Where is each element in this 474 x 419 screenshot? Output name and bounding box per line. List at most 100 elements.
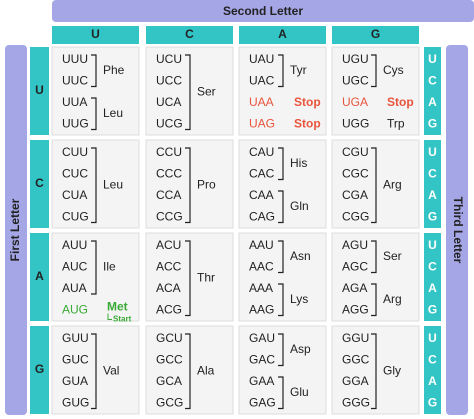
first-letter: A bbox=[35, 269, 44, 283]
codon: CGC bbox=[342, 167, 369, 181]
codon: ACC bbox=[156, 260, 182, 274]
codon: CAC bbox=[249, 167, 275, 181]
first-letter: C bbox=[35, 176, 44, 190]
column-letter: U bbox=[91, 27, 100, 41]
amino-acid: Asp bbox=[290, 342, 311, 356]
third-letter: U bbox=[428, 52, 437, 66]
codon: AAG bbox=[249, 303, 274, 317]
third-letter: A bbox=[428, 281, 437, 295]
amino-acid: Arg bbox=[383, 177, 402, 191]
third-letter: G bbox=[428, 396, 437, 410]
codon: UGA bbox=[342, 95, 368, 109]
codon: AAU bbox=[249, 238, 274, 252]
third-letter: C bbox=[428, 260, 437, 274]
codon: CCC bbox=[156, 167, 182, 181]
codon: GCG bbox=[156, 396, 183, 410]
codon: GCU bbox=[156, 331, 183, 345]
amino-acid: Thr bbox=[197, 270, 215, 284]
bracket bbox=[278, 54, 284, 88]
bracket bbox=[185, 147, 191, 224]
third-letter-cell bbox=[424, 47, 441, 135]
codon: CGU bbox=[342, 145, 369, 159]
third-letter-title: Third Letter bbox=[451, 197, 465, 264]
amino-acid: Met bbox=[107, 300, 128, 314]
codon: UCA bbox=[156, 95, 181, 109]
third-letter: G bbox=[428, 210, 437, 224]
amino-acid: Lys bbox=[290, 292, 308, 306]
column-header bbox=[146, 26, 233, 44]
third-letter: A bbox=[428, 374, 437, 388]
codon: CAG bbox=[249, 210, 275, 224]
codon: CAA bbox=[249, 188, 274, 202]
cell bbox=[238, 46, 327, 136]
codon: GAU bbox=[249, 331, 275, 345]
bracket bbox=[371, 54, 377, 88]
codon: UAU bbox=[249, 52, 274, 66]
amino-acid: Arg bbox=[383, 292, 402, 306]
codon: CUC bbox=[62, 167, 88, 181]
codon: UGG bbox=[342, 117, 369, 131]
third-letter: G bbox=[428, 303, 437, 317]
third-letter: U bbox=[428, 238, 437, 252]
column-header bbox=[332, 26, 419, 44]
codon: UAG bbox=[249, 117, 275, 131]
second-letter-bar bbox=[52, 0, 474, 22]
amino-acid: Ile bbox=[103, 260, 116, 274]
amino-acid: Val bbox=[103, 363, 119, 377]
amino-acid: Pro bbox=[197, 177, 216, 191]
amino-acid: Cys bbox=[383, 63, 404, 77]
third-letter: U bbox=[428, 145, 437, 159]
third-letter: C bbox=[428, 167, 437, 181]
third-letter: U bbox=[428, 331, 437, 345]
codon: CAU bbox=[249, 145, 274, 159]
codon: UCU bbox=[156, 52, 182, 66]
codon: UAC bbox=[249, 74, 275, 88]
first-letter-cell bbox=[30, 233, 49, 321]
third-letter: A bbox=[428, 95, 437, 109]
codon: AAC bbox=[249, 260, 274, 274]
codon: AGU bbox=[342, 238, 368, 252]
codon: GAG bbox=[249, 396, 276, 410]
codon: ACA bbox=[156, 281, 181, 295]
codon: UGC bbox=[342, 74, 369, 88]
codon: AUC bbox=[62, 260, 88, 274]
amino-acid: Leu bbox=[103, 177, 123, 191]
codon: GAC bbox=[249, 353, 275, 367]
codon: CUA bbox=[62, 188, 87, 202]
sublabel: Start bbox=[113, 315, 132, 324]
codon: CCG bbox=[156, 210, 183, 224]
third-letter-cell bbox=[424, 326, 441, 414]
third-letter: G bbox=[428, 117, 437, 131]
codon: GCC bbox=[156, 353, 183, 367]
codon: GUU bbox=[62, 331, 89, 345]
bracket bbox=[371, 283, 377, 317]
bracket bbox=[91, 54, 97, 88]
codon: ACU bbox=[156, 238, 181, 252]
second-letter-title: Second Letter bbox=[223, 4, 303, 18]
codon: AGC bbox=[342, 260, 368, 274]
amino-acid: Gln bbox=[290, 199, 309, 213]
start-mark bbox=[107, 313, 112, 320]
bracket bbox=[91, 147, 97, 224]
amino-acid: Ser bbox=[197, 84, 216, 98]
bracket bbox=[185, 240, 191, 317]
codon: GUA bbox=[62, 374, 88, 388]
amino-acid: Ala bbox=[197, 363, 215, 377]
first-letter-cell bbox=[30, 326, 49, 414]
bracket bbox=[185, 333, 191, 410]
codon: GUG bbox=[62, 396, 89, 410]
bracket bbox=[278, 240, 284, 274]
amino-acid: Trp bbox=[387, 117, 405, 131]
codon: GGG bbox=[342, 396, 370, 410]
codon: GUC bbox=[62, 353, 89, 367]
codon: CCA bbox=[156, 188, 181, 202]
codon: UUU bbox=[62, 52, 88, 66]
first-letter: U bbox=[35, 83, 44, 97]
column-letter: C bbox=[185, 27, 194, 41]
codon: ACG bbox=[156, 303, 182, 317]
amino-acid: Ser bbox=[383, 249, 402, 263]
codon: UAA bbox=[249, 95, 274, 109]
codon: UGU bbox=[342, 52, 369, 66]
codon: CUU bbox=[62, 145, 88, 159]
